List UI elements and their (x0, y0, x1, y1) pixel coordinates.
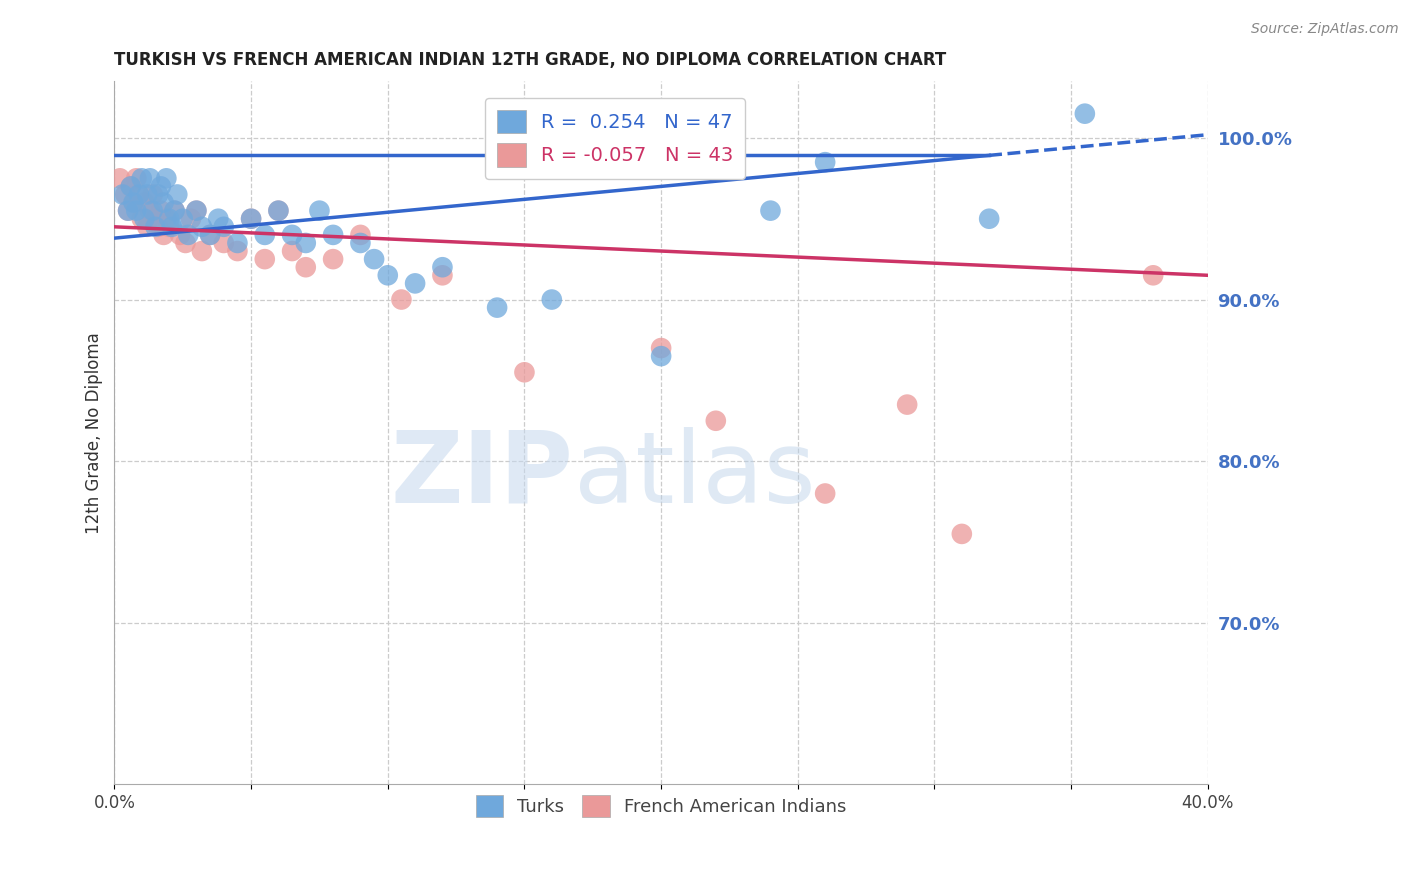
Point (169, 227, 191, 242)
Point (191, 244, 214, 258)
Point (152, 227, 174, 242)
Point (226, 235, 249, 250)
Point (163, 203, 186, 218)
Point (136, 187, 159, 202)
Point (267, 203, 290, 218)
Point (377, 268, 399, 283)
Point (146, 219, 169, 234)
Point (152, 195, 174, 210)
Point (120, 179, 142, 194)
Point (322, 227, 344, 242)
Point (155, 171, 177, 186)
Point (363, 252, 385, 267)
Point (174, 235, 197, 250)
Point (814, 155, 837, 169)
Point (128, 187, 150, 202)
Point (950, 527, 973, 541)
Point (120, 179, 142, 194)
Point (172, 211, 194, 226)
Point (139, 171, 162, 186)
Point (166, 187, 188, 202)
Point (122, 195, 145, 210)
Point (136, 219, 159, 234)
Point (142, 187, 165, 202)
Point (157, 219, 180, 234)
Text: atlas: atlas (574, 426, 815, 524)
Point (240, 211, 263, 226)
Point (122, 195, 145, 210)
Point (145, 219, 167, 234)
Point (281, 244, 304, 258)
Point (125, 171, 148, 186)
Point (240, 211, 263, 226)
Point (432, 260, 454, 275)
Point (404, 277, 426, 291)
Point (281, 227, 304, 242)
Point (1074, 106, 1097, 120)
Point (513, 365, 536, 379)
Point (486, 301, 509, 315)
Point (212, 235, 235, 250)
Text: Source: ZipAtlas.com: Source: ZipAtlas.com (1251, 22, 1399, 37)
Point (207, 211, 229, 226)
Point (131, 211, 153, 226)
Point (117, 203, 139, 218)
Point (155, 211, 177, 226)
Point (198, 227, 221, 242)
Point (157, 211, 180, 226)
Point (163, 203, 186, 218)
Point (759, 203, 782, 218)
Point (198, 227, 221, 242)
Point (1142, 268, 1164, 283)
Point (253, 252, 276, 267)
Point (134, 211, 156, 226)
Point (186, 203, 208, 218)
Point (896, 398, 918, 412)
Point (294, 260, 316, 275)
Point (114, 187, 136, 202)
Point (180, 211, 202, 226)
Point (139, 203, 162, 218)
Point (128, 187, 150, 202)
Point (349, 227, 371, 242)
Point (131, 171, 153, 186)
Point (267, 203, 290, 218)
Point (308, 203, 330, 218)
Point (814, 486, 837, 500)
Point (117, 203, 139, 218)
Point (540, 293, 562, 307)
Point (349, 235, 371, 250)
Point (108, 171, 131, 186)
Point (160, 219, 183, 234)
Point (253, 227, 276, 242)
Point (322, 252, 344, 267)
Point (149, 179, 172, 194)
Text: ZIP: ZIP (391, 426, 574, 524)
Point (111, 187, 134, 202)
Point (704, 414, 727, 428)
Point (149, 203, 172, 218)
Point (146, 187, 169, 202)
Point (391, 293, 413, 307)
Point (186, 203, 208, 218)
Point (650, 349, 672, 363)
Point (145, 211, 167, 226)
Point (125, 203, 148, 218)
Point (432, 268, 454, 283)
Point (191, 219, 214, 234)
Point (134, 195, 156, 210)
Legend: Turks, French American Indians: Turks, French American Indians (468, 789, 853, 824)
Point (142, 203, 165, 218)
Y-axis label: 12th Grade, No Diploma: 12th Grade, No Diploma (86, 332, 103, 533)
Text: TURKISH VS FRENCH AMERICAN INDIAN 12TH GRADE, NO DIPLOMA CORRELATION CHART: TURKISH VS FRENCH AMERICAN INDIAN 12TH G… (114, 51, 946, 69)
Point (226, 244, 249, 258)
Point (212, 219, 235, 234)
Point (294, 235, 316, 250)
Point (177, 227, 200, 242)
Point (979, 211, 1001, 226)
Point (650, 341, 672, 355)
